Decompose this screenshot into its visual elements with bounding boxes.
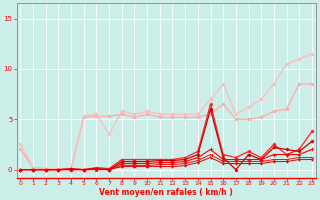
X-axis label: Vent moyen/en rafales ( km/h ): Vent moyen/en rafales ( km/h ) [99,188,233,197]
